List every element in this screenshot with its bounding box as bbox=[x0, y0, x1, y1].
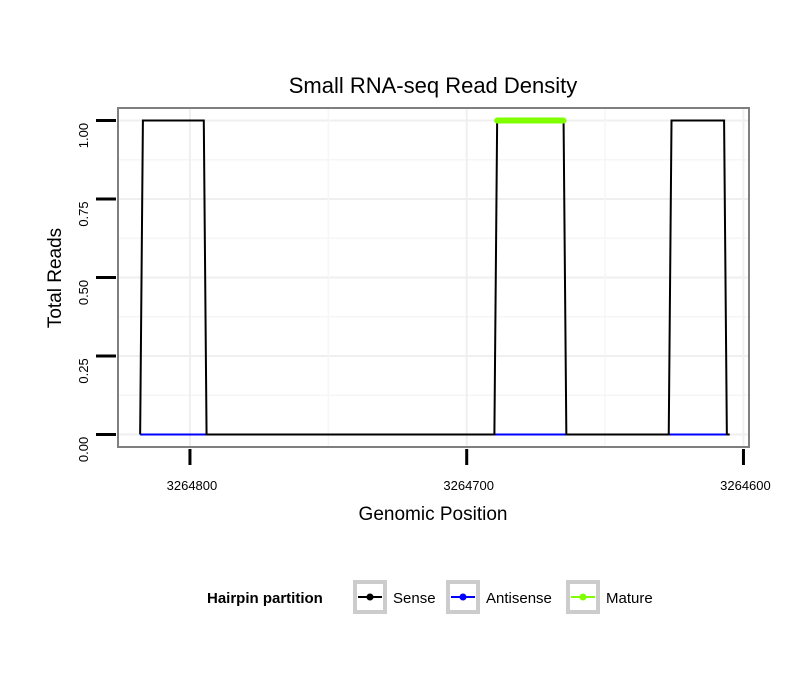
y-axis-label: Total Reads bbox=[45, 228, 66, 328]
x-tick-label: 3264800 bbox=[167, 478, 218, 493]
x-tick-label: 3264600 bbox=[720, 478, 771, 493]
y-tick-label: 0.50 bbox=[76, 280, 91, 305]
legend-key-point bbox=[579, 593, 587, 601]
y-tick-label: 0.00 bbox=[76, 437, 91, 462]
x-tick-label: 3264700 bbox=[443, 478, 494, 493]
chart-title: Small RNA-seq Read Density bbox=[289, 73, 578, 98]
legend-label: Mature bbox=[606, 590, 653, 607]
y-tick-label: 0.75 bbox=[76, 201, 91, 226]
legend: Hairpin partition Sense Antisense Mature bbox=[207, 580, 653, 614]
y-tick-label: 1.00 bbox=[76, 123, 91, 148]
legend-label: Antisense bbox=[486, 590, 552, 607]
legend-item-antisense: Antisense bbox=[446, 580, 552, 614]
grid-lines bbox=[118, 108, 749, 447]
legend-item-sense: Sense bbox=[353, 580, 436, 614]
y-tick-label: 0.25 bbox=[76, 358, 91, 383]
axes: 0.00 0.25 0.50 0.75 1.00 3264800 3264700 326460… bbox=[76, 107, 771, 493]
legend-key-point bbox=[366, 593, 374, 601]
legend-key-point bbox=[459, 593, 467, 601]
legend-item-mature: Mature bbox=[566, 580, 653, 614]
series-lines bbox=[139, 117, 730, 436]
plot-border bbox=[117, 107, 750, 448]
x-axis-label: Genomic Position bbox=[359, 504, 508, 525]
legend-label: Sense bbox=[393, 590, 436, 607]
legend-title: Hairpin partition bbox=[207, 590, 323, 607]
legend-items: Sense Antisense Mature bbox=[353, 580, 653, 614]
